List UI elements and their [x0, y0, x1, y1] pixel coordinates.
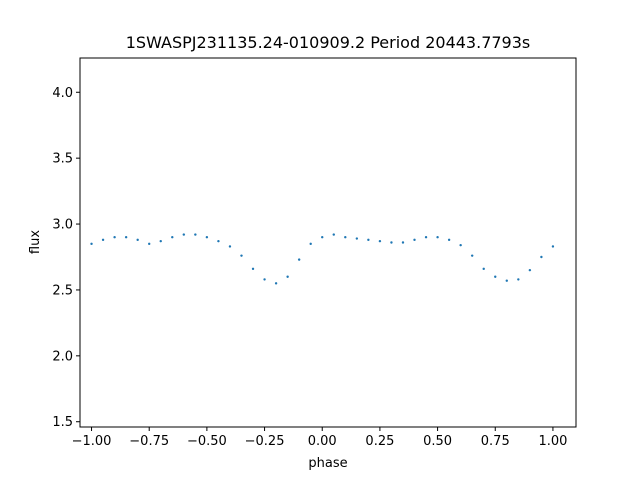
x-tick-label: 1.00	[538, 434, 567, 449]
data-point	[517, 278, 520, 281]
x-tick-label: 0.25	[365, 434, 394, 449]
data-point	[274, 282, 278, 285]
data-point	[124, 236, 128, 239]
data-point	[159, 239, 162, 243]
y-axis-title: flux	[28, 230, 43, 254]
data-point	[148, 242, 151, 246]
data-point	[459, 243, 462, 247]
data-point	[90, 242, 93, 246]
data-point	[470, 254, 474, 257]
data-point	[228, 245, 232, 248]
data-point	[182, 233, 186, 236]
chart-title: 1SWASPJ231135.24-010909.2 Period 20443.7…	[126, 33, 531, 52]
y-tick-label: 1.5	[52, 415, 73, 430]
data-point	[309, 242, 312, 246]
data-point	[263, 278, 266, 281]
y-tick-label: 3.0	[52, 218, 73, 233]
data-point	[240, 254, 243, 257]
data-point	[136, 238, 139, 242]
data-point	[378, 239, 382, 243]
data-point	[297, 258, 301, 261]
data-point	[332, 233, 335, 236]
data-point	[101, 238, 105, 242]
data-point	[528, 268, 532, 272]
y-tick-label: 2.0	[52, 349, 73, 364]
data-point	[113, 236, 116, 239]
data-point	[540, 255, 543, 259]
data-point	[344, 236, 347, 239]
x-tick-label: −0.50	[187, 434, 227, 449]
x-tick-label: 0.75	[481, 434, 510, 449]
x-tick-label: 0.00	[308, 434, 337, 449]
y-tick-label: 4.0	[52, 86, 73, 101]
data-point	[367, 238, 370, 242]
data-point	[551, 245, 555, 248]
x-axis-title: phase	[308, 456, 347, 471]
x-tick-label: −0.25	[245, 434, 285, 449]
x-tick-label: −1.00	[72, 434, 112, 449]
data-point	[251, 267, 255, 271]
data-point	[505, 279, 508, 282]
data-point	[447, 238, 451, 242]
data-point	[355, 237, 359, 240]
y-axis: 1.5 2.0 2.5 3.0 3.5 4.0	[52, 86, 80, 430]
x-axis: −1.00 −0.75 −0.50 −0.25 0.00 0.25 0.50 0.75 1.00	[72, 427, 567, 449]
y-tick-label: 2.5	[52, 283, 73, 298]
data-point	[321, 236, 324, 239]
data-point	[217, 239, 220, 243]
data-point	[171, 236, 174, 239]
data-point	[205, 236, 209, 239]
data-point	[482, 267, 485, 271]
plot-frame	[79, 57, 577, 428]
data-point	[390, 241, 393, 244]
data-point	[286, 275, 289, 278]
data-points	[90, 233, 555, 285]
x-tick-label: −0.75	[129, 434, 169, 449]
data-point	[494, 275, 497, 278]
y-tick-label: 3.5	[52, 152, 73, 167]
data-point	[424, 236, 428, 239]
data-point	[194, 233, 197, 236]
data-point	[401, 241, 405, 244]
data-point	[436, 236, 439, 239]
x-tick-label: 0.50	[423, 434, 452, 449]
data-point	[413, 238, 416, 242]
